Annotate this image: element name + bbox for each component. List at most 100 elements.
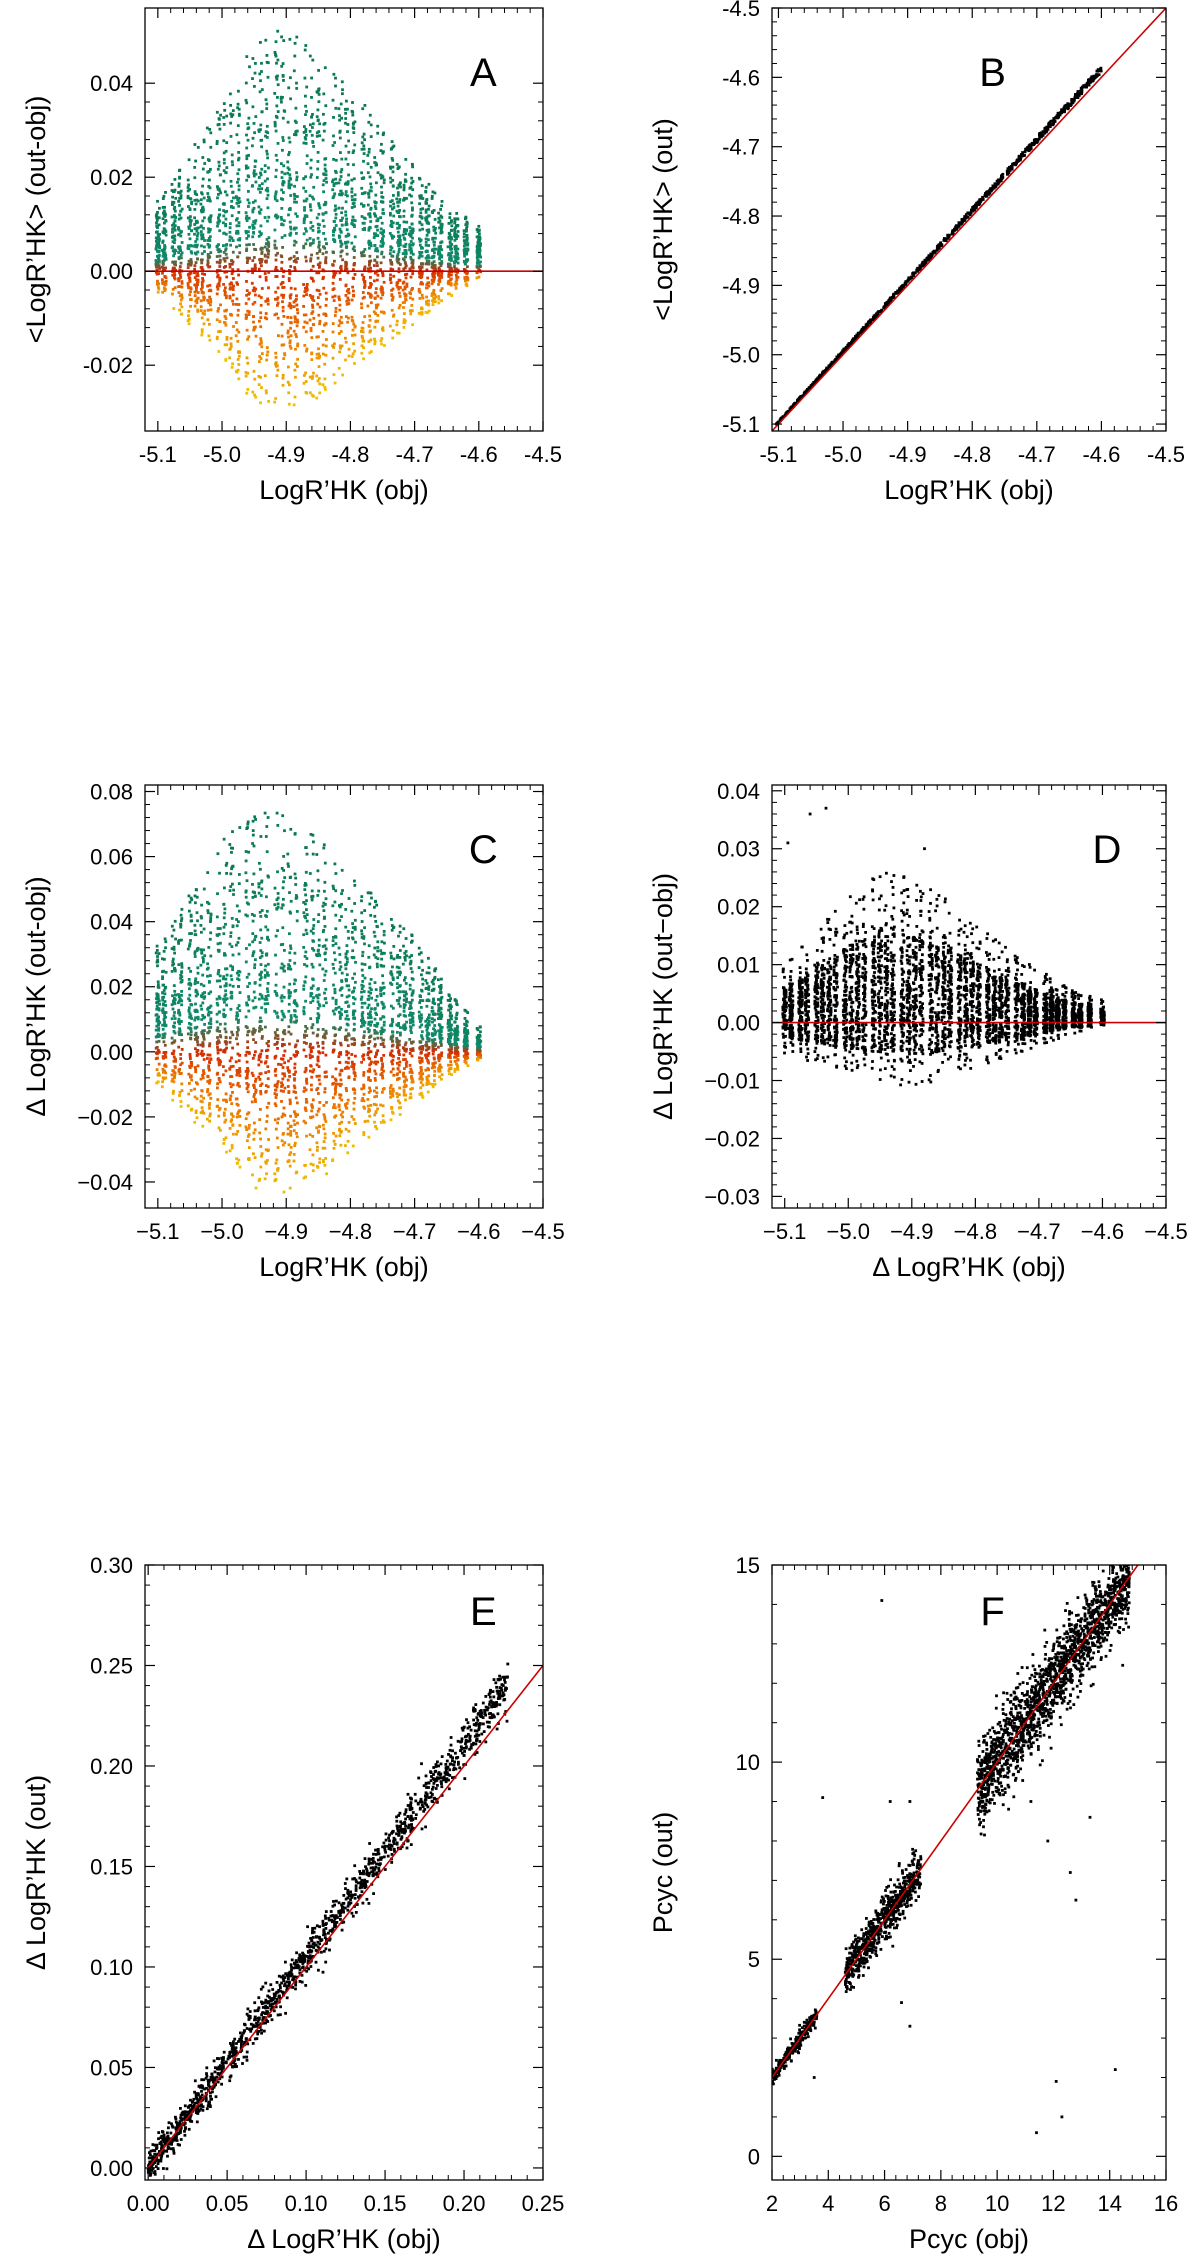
data-point bbox=[1051, 123, 1055, 127]
data-point bbox=[425, 215, 429, 219]
data-point bbox=[217, 970, 220, 974]
data-point bbox=[1064, 103, 1068, 107]
data-point bbox=[332, 184, 336, 188]
data-point bbox=[346, 320, 349, 324]
data-point bbox=[351, 352, 355, 356]
data-point bbox=[170, 1041, 174, 1045]
data-point bbox=[308, 129, 312, 133]
data-point bbox=[974, 206, 977, 210]
data-point bbox=[228, 262, 232, 266]
data-point bbox=[951, 229, 955, 232]
data-point bbox=[425, 268, 429, 272]
data-point bbox=[463, 260, 467, 264]
data-point bbox=[360, 202, 363, 206]
data-point bbox=[437, 297, 441, 301]
data-point bbox=[432, 225, 436, 229]
data-point bbox=[222, 1014, 226, 1018]
data-point bbox=[178, 1094, 181, 1097]
data-point bbox=[338, 344, 342, 348]
data-point bbox=[362, 176, 366, 180]
data-point bbox=[463, 270, 467, 274]
data-point bbox=[352, 322, 356, 326]
data-point bbox=[805, 389, 808, 393]
data-point bbox=[274, 168, 278, 172]
data-point bbox=[440, 254, 444, 258]
data-point bbox=[434, 231, 438, 235]
data-point bbox=[418, 215, 422, 218]
data-point bbox=[311, 122, 315, 126]
data-point bbox=[273, 197, 277, 201]
panel-letter-b: B bbox=[979, 51, 1006, 95]
data-point bbox=[163, 1032, 167, 1036]
data-point bbox=[334, 310, 338, 314]
data-point bbox=[396, 239, 400, 242]
data-point bbox=[816, 376, 820, 380]
data-point bbox=[231, 113, 235, 117]
data-point bbox=[321, 212, 325, 216]
data-point bbox=[163, 246, 167, 249]
data-point bbox=[379, 310, 383, 314]
data-point bbox=[171, 200, 174, 204]
data-point bbox=[247, 310, 251, 314]
data-point bbox=[1038, 132, 1041, 136]
data-point bbox=[229, 885, 233, 888]
data-point bbox=[155, 212, 159, 216]
data-point bbox=[321, 183, 325, 187]
data-point bbox=[1033, 142, 1036, 145]
data-point bbox=[180, 963, 184, 967]
data-point bbox=[311, 195, 314, 199]
data-point bbox=[398, 224, 401, 227]
data-point bbox=[217, 969, 221, 972]
points-c bbox=[154, 811, 483, 1194]
data-point bbox=[309, 329, 313, 333]
data-point bbox=[404, 262, 408, 266]
data-point bbox=[202, 291, 205, 295]
data-point bbox=[190, 919, 193, 923]
data-point bbox=[231, 288, 235, 291]
data-point bbox=[476, 246, 479, 250]
data-point bbox=[215, 997, 219, 1001]
data-point bbox=[352, 294, 356, 298]
data-point bbox=[360, 273, 364, 277]
data-point bbox=[345, 217, 348, 221]
data-point bbox=[347, 233, 351, 237]
data-point bbox=[194, 261, 198, 264]
data-point bbox=[190, 1107, 194, 1111]
data-point bbox=[318, 261, 322, 265]
data-point bbox=[381, 293, 384, 297]
data-point bbox=[859, 329, 863, 333]
data-point bbox=[398, 303, 402, 307]
data-point bbox=[362, 216, 366, 220]
data-point bbox=[282, 286, 286, 289]
data-point bbox=[989, 187, 992, 190]
data-point bbox=[420, 306, 423, 310]
data-point bbox=[178, 245, 182, 249]
y-tick-label: 0.00 bbox=[90, 259, 133, 284]
data-point bbox=[224, 222, 228, 226]
data-point bbox=[450, 251, 454, 254]
data-point bbox=[266, 189, 270, 193]
data-point bbox=[289, 293, 293, 297]
data-point bbox=[353, 205, 356, 208]
data-point bbox=[251, 105, 255, 109]
data-point bbox=[874, 313, 878, 317]
data-point bbox=[157, 1023, 160, 1027]
data-point bbox=[244, 81, 248, 85]
data-point bbox=[186, 189, 190, 193]
data-point bbox=[224, 967, 227, 971]
data-point bbox=[254, 293, 257, 297]
data-point bbox=[162, 227, 166, 231]
data-point bbox=[172, 1014, 176, 1018]
data-point bbox=[288, 339, 292, 343]
data-point bbox=[411, 272, 415, 276]
data-point bbox=[202, 1111, 206, 1115]
data-point bbox=[411, 230, 414, 234]
data-point bbox=[304, 142, 308, 145]
data-point bbox=[421, 207, 424, 211]
data-point bbox=[927, 258, 930, 262]
data-point bbox=[266, 243, 270, 246]
data-point bbox=[408, 193, 411, 197]
data-point bbox=[352, 177, 356, 181]
data-point bbox=[315, 288, 319, 292]
data-point bbox=[288, 344, 292, 348]
